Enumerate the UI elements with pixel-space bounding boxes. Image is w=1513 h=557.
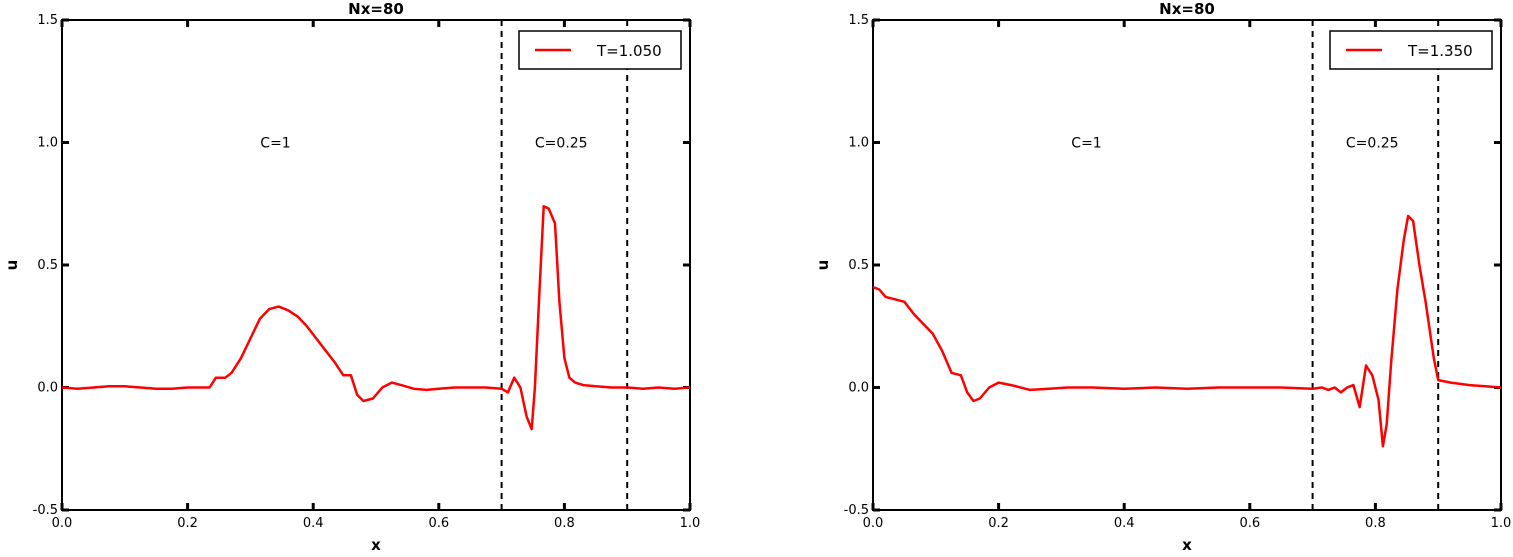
y-axis-label: u [814, 260, 832, 271]
y-tick-label: 1.5 [848, 13, 869, 28]
x-tick-label: 0.4 [1114, 516, 1135, 531]
plot-frame [872, 19, 1502, 511]
x-tick-label: 1.0 [1491, 516, 1512, 531]
y-tick-label: -0.5 [844, 503, 869, 518]
x-tick-label: 0.4 [303, 516, 324, 531]
region-label: C=0.25 [1346, 136, 1399, 152]
region-label: C=1 [260, 136, 290, 152]
x-axis-label: x [371, 536, 381, 553]
y-tick-label: 1.0 [848, 136, 869, 151]
x-tick-label: 0.8 [554, 516, 575, 531]
x-tick-label: 0.0 [863, 516, 884, 531]
series-line [872, 214, 1502, 448]
x-tick-label: 0.8 [1365, 516, 1386, 531]
x-tick-label: 0.6 [1239, 516, 1260, 531]
y-tick-label: 1.0 [37, 136, 58, 151]
series-line [61, 204, 691, 431]
plot-frame [61, 19, 691, 511]
y-tick-label: 1.5 [37, 13, 58, 28]
chart-title: Nx=80 [348, 0, 404, 18]
x-tick-label: 0.2 [177, 516, 198, 531]
chart-panel-1: Nx=800.0 0.2 0.4 0.6 0.8 1.0-0.50.00.51.01.5x… [3, 0, 701, 554]
region-label: C=1 [1071, 136, 1101, 152]
y-axis-label: u [3, 260, 21, 271]
x-tick-label: 1.0 [680, 516, 701, 531]
y-tick-label: 0.0 [848, 381, 869, 396]
y-tick-label: -0.5 [33, 503, 58, 518]
chart-panel-2: Nx=800.0 0.2 0.4 0.6 0.8 1.0-0.50.00.51.01.5x… [814, 0, 1512, 554]
region-label: C=0.25 [535, 136, 588, 152]
x-tick-label: 0.6 [428, 516, 449, 531]
y-tick-label: 0.5 [848, 258, 869, 273]
x-tick-label: 0.0 [52, 516, 73, 531]
y-tick-label: 0.0 [37, 381, 58, 396]
chart-title: Nx=80 [1159, 0, 1215, 18]
legend-label: T=1.050 [596, 42, 662, 60]
y-tick-label: 0.5 [37, 258, 58, 273]
x-axis-label: x [1182, 536, 1192, 553]
legend-label: T=1.350 [1407, 42, 1473, 60]
x-tick-label: 0.2 [988, 516, 1009, 531]
